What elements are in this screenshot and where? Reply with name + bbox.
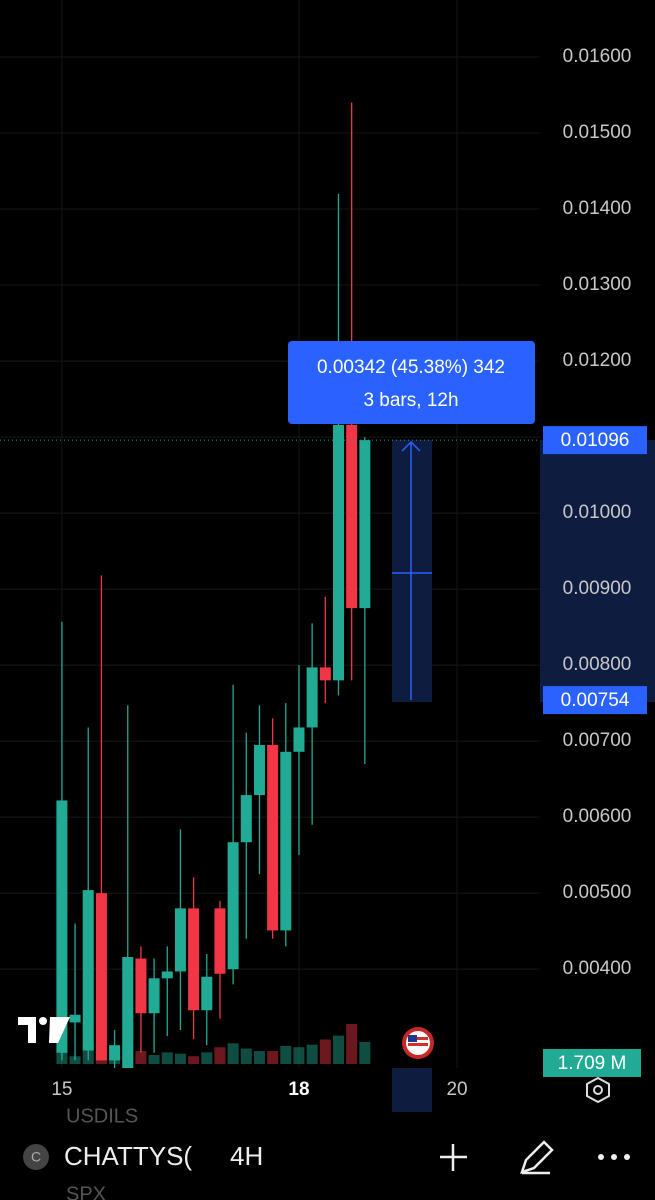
candle-body — [109, 1045, 121, 1061]
volume-bar — [188, 1056, 200, 1064]
ghost-symbol: USDILS — [66, 1105, 138, 1127]
candle-body — [227, 842, 239, 970]
candle-body — [148, 978, 160, 1014]
x-tick-label: 15 — [51, 1079, 72, 1100]
y-tick-label: 0.01400 — [563, 198, 632, 219]
candle-body — [56, 800, 68, 1053]
measure-range — [392, 440, 432, 702]
volume-bar — [280, 1045, 292, 1064]
candle-body — [122, 957, 134, 1068]
y-tick-label: 0.00400 — [563, 958, 632, 979]
volume-bar — [359, 1041, 371, 1064]
candle-body — [280, 751, 292, 931]
candle-body — [82, 890, 94, 1051]
draw-button[interactable] — [520, 1140, 554, 1175]
volume-bar — [267, 1051, 279, 1064]
y-tick-label: 0.01000 — [563, 502, 632, 523]
ghost-symbol: SPX — [66, 1183, 106, 1200]
volume-bar — [293, 1047, 305, 1064]
volume-label: 1.709 M — [558, 1053, 627, 1074]
volume-bar — [306, 1044, 318, 1064]
volume-bar — [240, 1048, 252, 1064]
volume-bar — [332, 1035, 344, 1064]
candle-body — [359, 440, 371, 609]
flag-icon[interactable] — [402, 1027, 434, 1059]
y-tick-label: 0.01500 — [563, 122, 632, 143]
y-tick-label: 0.00900 — [563, 578, 632, 599]
add-button[interactable] — [440, 1144, 467, 1171]
y-tick-label: 0.00800 — [563, 654, 632, 675]
volume-bar — [346, 1024, 358, 1064]
volume-bar — [135, 1051, 147, 1064]
candle-body — [306, 667, 318, 728]
candle-body — [174, 908, 186, 972]
candle-body — [95, 893, 107, 1061]
volume-bar — [201, 1052, 213, 1064]
x-axis-range-shade — [392, 1068, 432, 1112]
volume-bar — [319, 1039, 331, 1064]
volume-bar — [214, 1047, 226, 1064]
logo — [18, 1017, 70, 1043]
price-label: 0.00754 — [561, 690, 630, 711]
y-tick-label: 0.01600 — [563, 46, 632, 67]
symbol-name[interactable]: CHATTYS( — [64, 1141, 192, 1171]
candle-body — [161, 971, 173, 979]
interval[interactable]: 4H — [230, 1141, 263, 1171]
candle-body — [319, 667, 331, 681]
volume-label-box — [543, 1048, 641, 1077]
candle-body — [346, 424, 358, 609]
price-label-box — [543, 426, 647, 455]
y-tick-label: 0.01200 — [563, 350, 632, 371]
candle-body — [332, 424, 344, 681]
volume-bar — [174, 1053, 186, 1064]
candle-body — [135, 958, 147, 1014]
x-tick-label: 18 — [288, 1079, 309, 1100]
x-tick-label: 20 — [446, 1079, 467, 1100]
y-tick-label: 0.00600 — [563, 806, 632, 827]
y-tick-label: 0.01300 — [563, 274, 632, 295]
measure-box — [288, 341, 535, 424]
symbol-icon-letter: C — [31, 1149, 41, 1165]
candle-body — [240, 795, 252, 843]
settings-icon[interactable] — [586, 1076, 610, 1104]
volume-bar — [161, 1052, 173, 1064]
candle-body — [253, 744, 265, 796]
volume-bar — [253, 1051, 265, 1064]
y-tick-label: 0.00700 — [563, 730, 632, 751]
price-label-box — [543, 686, 647, 715]
candle-body — [201, 976, 213, 1011]
candle-body — [69, 1014, 81, 1023]
more-button[interactable] — [598, 1154, 630, 1160]
y-tick-label: 0.00500 — [563, 882, 632, 903]
candle-body — [293, 727, 305, 752]
measure-arrowhead — [401, 440, 421, 452]
volume-bar — [227, 1043, 239, 1064]
symbol-icon — [23, 1144, 49, 1170]
price-label: 0.01096 — [561, 430, 630, 451]
volume-bar — [148, 1054, 160, 1064]
candle-body — [188, 908, 200, 1011]
axis-range-shade — [540, 440, 655, 702]
measure-text: 0.00342 (45.38%) 342 — [317, 357, 505, 378]
measure-bars: 3 bars, 12h — [363, 390, 458, 411]
candle-body — [214, 908, 226, 974]
candle-body — [267, 744, 279, 931]
